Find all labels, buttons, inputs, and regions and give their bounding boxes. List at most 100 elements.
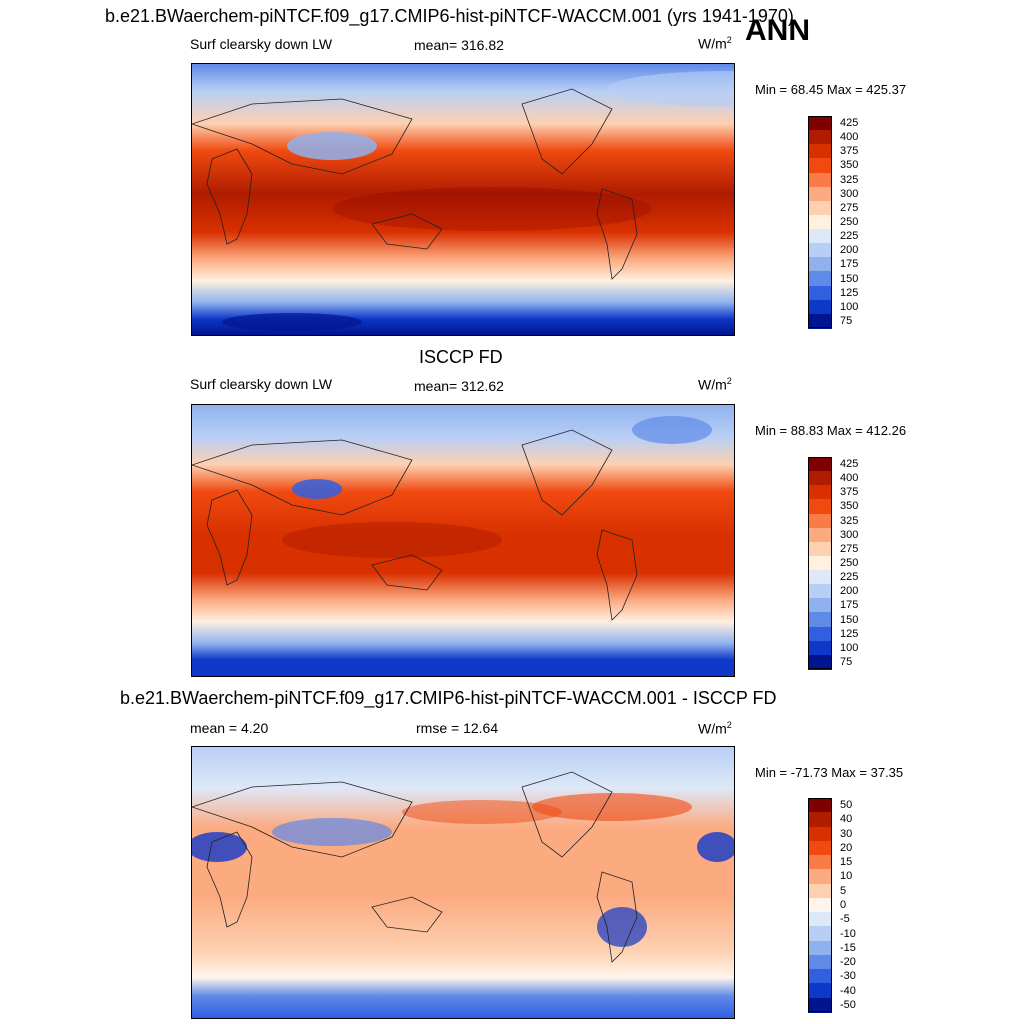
panel3-colorbar: 50 40 30 20 15 10 5 0 -5 -10 -15 -20 -30 -40 -50 bbox=[808, 798, 856, 1013]
colorbar-swatch bbox=[808, 271, 832, 287]
colorbar-swatch bbox=[808, 527, 832, 543]
colorbar-tick-label: 225 bbox=[840, 230, 859, 243]
panel1-left-label: Surf clearsky down LW bbox=[190, 36, 333, 52]
colorbar-swatch bbox=[808, 555, 832, 571]
colorbar-tick-label: 375 bbox=[840, 145, 859, 158]
colorbar-swatch bbox=[808, 285, 832, 301]
colorbar-tick-label: 375 bbox=[840, 486, 859, 499]
colorbar-tick-label: 325 bbox=[840, 173, 859, 186]
colorbar-tick-label: 100 bbox=[840, 300, 859, 313]
colorbar-swatch bbox=[808, 840, 832, 856]
panel3-coastlines bbox=[192, 771, 638, 963]
panel3-minmax: Min = -71.73 Max = 37.35 bbox=[755, 765, 904, 780]
colorbar-tick-label: 250 bbox=[840, 216, 859, 228]
panel3-rmse-label: rmse = 12.64 bbox=[416, 720, 499, 736]
colorbar-tick-label: -15 bbox=[840, 941, 856, 954]
panel3-atlantic-high bbox=[532, 793, 692, 821]
colorbar-swatch bbox=[808, 954, 832, 970]
panel3-map bbox=[191, 746, 735, 1019]
panel1-colorbar: 425 400 375 350 325 300 275 250 225 200 175 150 125 1… bbox=[808, 116, 858, 329]
colorbar-tick-label: 125 bbox=[840, 286, 859, 299]
colorbar-tick-label: 300 bbox=[840, 187, 859, 200]
panel3-units: W/m2 bbox=[698, 720, 732, 737]
panel2-units: W/m2 bbox=[698, 376, 732, 393]
colorbar-tick-label: 425 bbox=[840, 458, 859, 471]
panel3-andes-low bbox=[597, 907, 647, 947]
colorbar-swatch bbox=[808, 798, 832, 813]
colorbar-tick-label: 40 bbox=[840, 813, 853, 826]
colorbar-tick-label: -5 bbox=[840, 913, 850, 926]
colorbar-swatch bbox=[808, 541, 832, 557]
colorbar-tick-label: 300 bbox=[840, 528, 859, 541]
panel3-map-svg bbox=[192, 747, 734, 1018]
colorbar-swatch bbox=[808, 855, 832, 871]
colorbar-swatch bbox=[808, 654, 832, 670]
colorbar-tick-label: 200 bbox=[840, 244, 859, 257]
colorbar-swatch bbox=[808, 172, 832, 188]
colorbar-swatch bbox=[808, 229, 832, 245]
colorbar-tick-label: 30 bbox=[840, 827, 853, 840]
panel2-left-label: Surf clearsky down LW bbox=[190, 376, 333, 392]
colorbar-swatch bbox=[808, 299, 832, 315]
colorbar-swatch bbox=[808, 485, 832, 501]
colorbar-swatch bbox=[808, 584, 832, 600]
colorbar-tick-label: -10 bbox=[840, 927, 856, 940]
colorbar-tick-label: -50 bbox=[840, 998, 856, 1011]
colorbar-tick-label: 400 bbox=[840, 472, 859, 485]
colorbar-swatch bbox=[808, 471, 832, 487]
colorbar-tick-label: 150 bbox=[840, 272, 859, 285]
panel3-pacific-high bbox=[402, 800, 562, 824]
colorbar-swatch bbox=[808, 457, 832, 472]
panel2-greenland bbox=[632, 416, 712, 444]
colorbar-tick-label: 225 bbox=[840, 571, 859, 584]
colorbar-swatch bbox=[808, 513, 832, 529]
panel2-map-svg bbox=[192, 405, 734, 676]
panel3-blue-west bbox=[192, 832, 247, 862]
colorbar-tick-label: -40 bbox=[840, 984, 856, 997]
colorbar-swatch bbox=[808, 158, 832, 174]
panel3-field bbox=[192, 747, 734, 1018]
colorbar-swatch bbox=[808, 130, 832, 146]
panel1-arctic bbox=[607, 71, 734, 107]
colorbar-tick-label: 15 bbox=[840, 856, 853, 869]
colorbar-tick-label: 175 bbox=[840, 258, 859, 271]
panel1-minmax: Min = 68.45 Max = 425.37 bbox=[755, 82, 907, 97]
colorbar-swatch bbox=[808, 243, 832, 259]
colorbar-swatch bbox=[808, 626, 832, 642]
colorbar-tick-label: 20 bbox=[840, 841, 853, 854]
panel2-title: ISCCP FD bbox=[419, 347, 503, 367]
colorbar-tick-label: 50 bbox=[840, 799, 853, 812]
panel3-mean-label: mean = 4.20 bbox=[190, 720, 269, 736]
panel1-tibet-low bbox=[287, 132, 377, 160]
colorbar-swatch bbox=[808, 997, 832, 1013]
colorbar-tick-label: 10 bbox=[840, 870, 853, 883]
colorbar-tick-label: 425 bbox=[840, 117, 859, 130]
colorbar-swatch bbox=[808, 812, 832, 828]
panel3-title: b.e21.BWaerchem-piNTCF.f09_g17.CMIP6-his… bbox=[120, 688, 777, 708]
colorbar-swatch bbox=[808, 826, 832, 842]
colorbar-swatch bbox=[808, 116, 832, 131]
colorbar-tick-label: 275 bbox=[840, 542, 859, 555]
panel1-field bbox=[192, 64, 734, 335]
colorbar-tick-label: 125 bbox=[840, 627, 859, 640]
colorbar-tick-label: -30 bbox=[840, 970, 856, 983]
panel3-asia-low bbox=[272, 818, 392, 846]
panel1-mean-label: mean= 316.82 bbox=[414, 37, 504, 53]
main-title: b.e21.BWaerchem-piNTCF.f09_g17.CMIP6-his… bbox=[105, 6, 794, 26]
colorbar-swatch bbox=[808, 257, 832, 273]
colorbar-frame bbox=[808, 457, 832, 669]
panel1-units: W/m2 bbox=[698, 35, 732, 52]
colorbar-tick-label: 0 bbox=[840, 899, 847, 911]
colorbar-swatch bbox=[808, 969, 832, 985]
panel2-map bbox=[191, 404, 735, 677]
panel2-colorbar: 425 400 375 350 325 300 275 250 225 200 175 150 125 1… bbox=[808, 457, 858, 670]
colorbar-tick-label: -20 bbox=[840, 956, 856, 969]
colorbar-swatch bbox=[808, 144, 832, 160]
panel1-map-svg bbox=[192, 64, 734, 335]
colorbar-swatch bbox=[808, 897, 832, 913]
panel3-blue-east bbox=[697, 832, 734, 862]
panel2-tibet-low bbox=[292, 479, 342, 499]
colorbar-swatch bbox=[808, 869, 832, 885]
panel1-coastlines bbox=[192, 88, 638, 280]
panel2-mean-label: mean= 312.62 bbox=[414, 378, 504, 394]
